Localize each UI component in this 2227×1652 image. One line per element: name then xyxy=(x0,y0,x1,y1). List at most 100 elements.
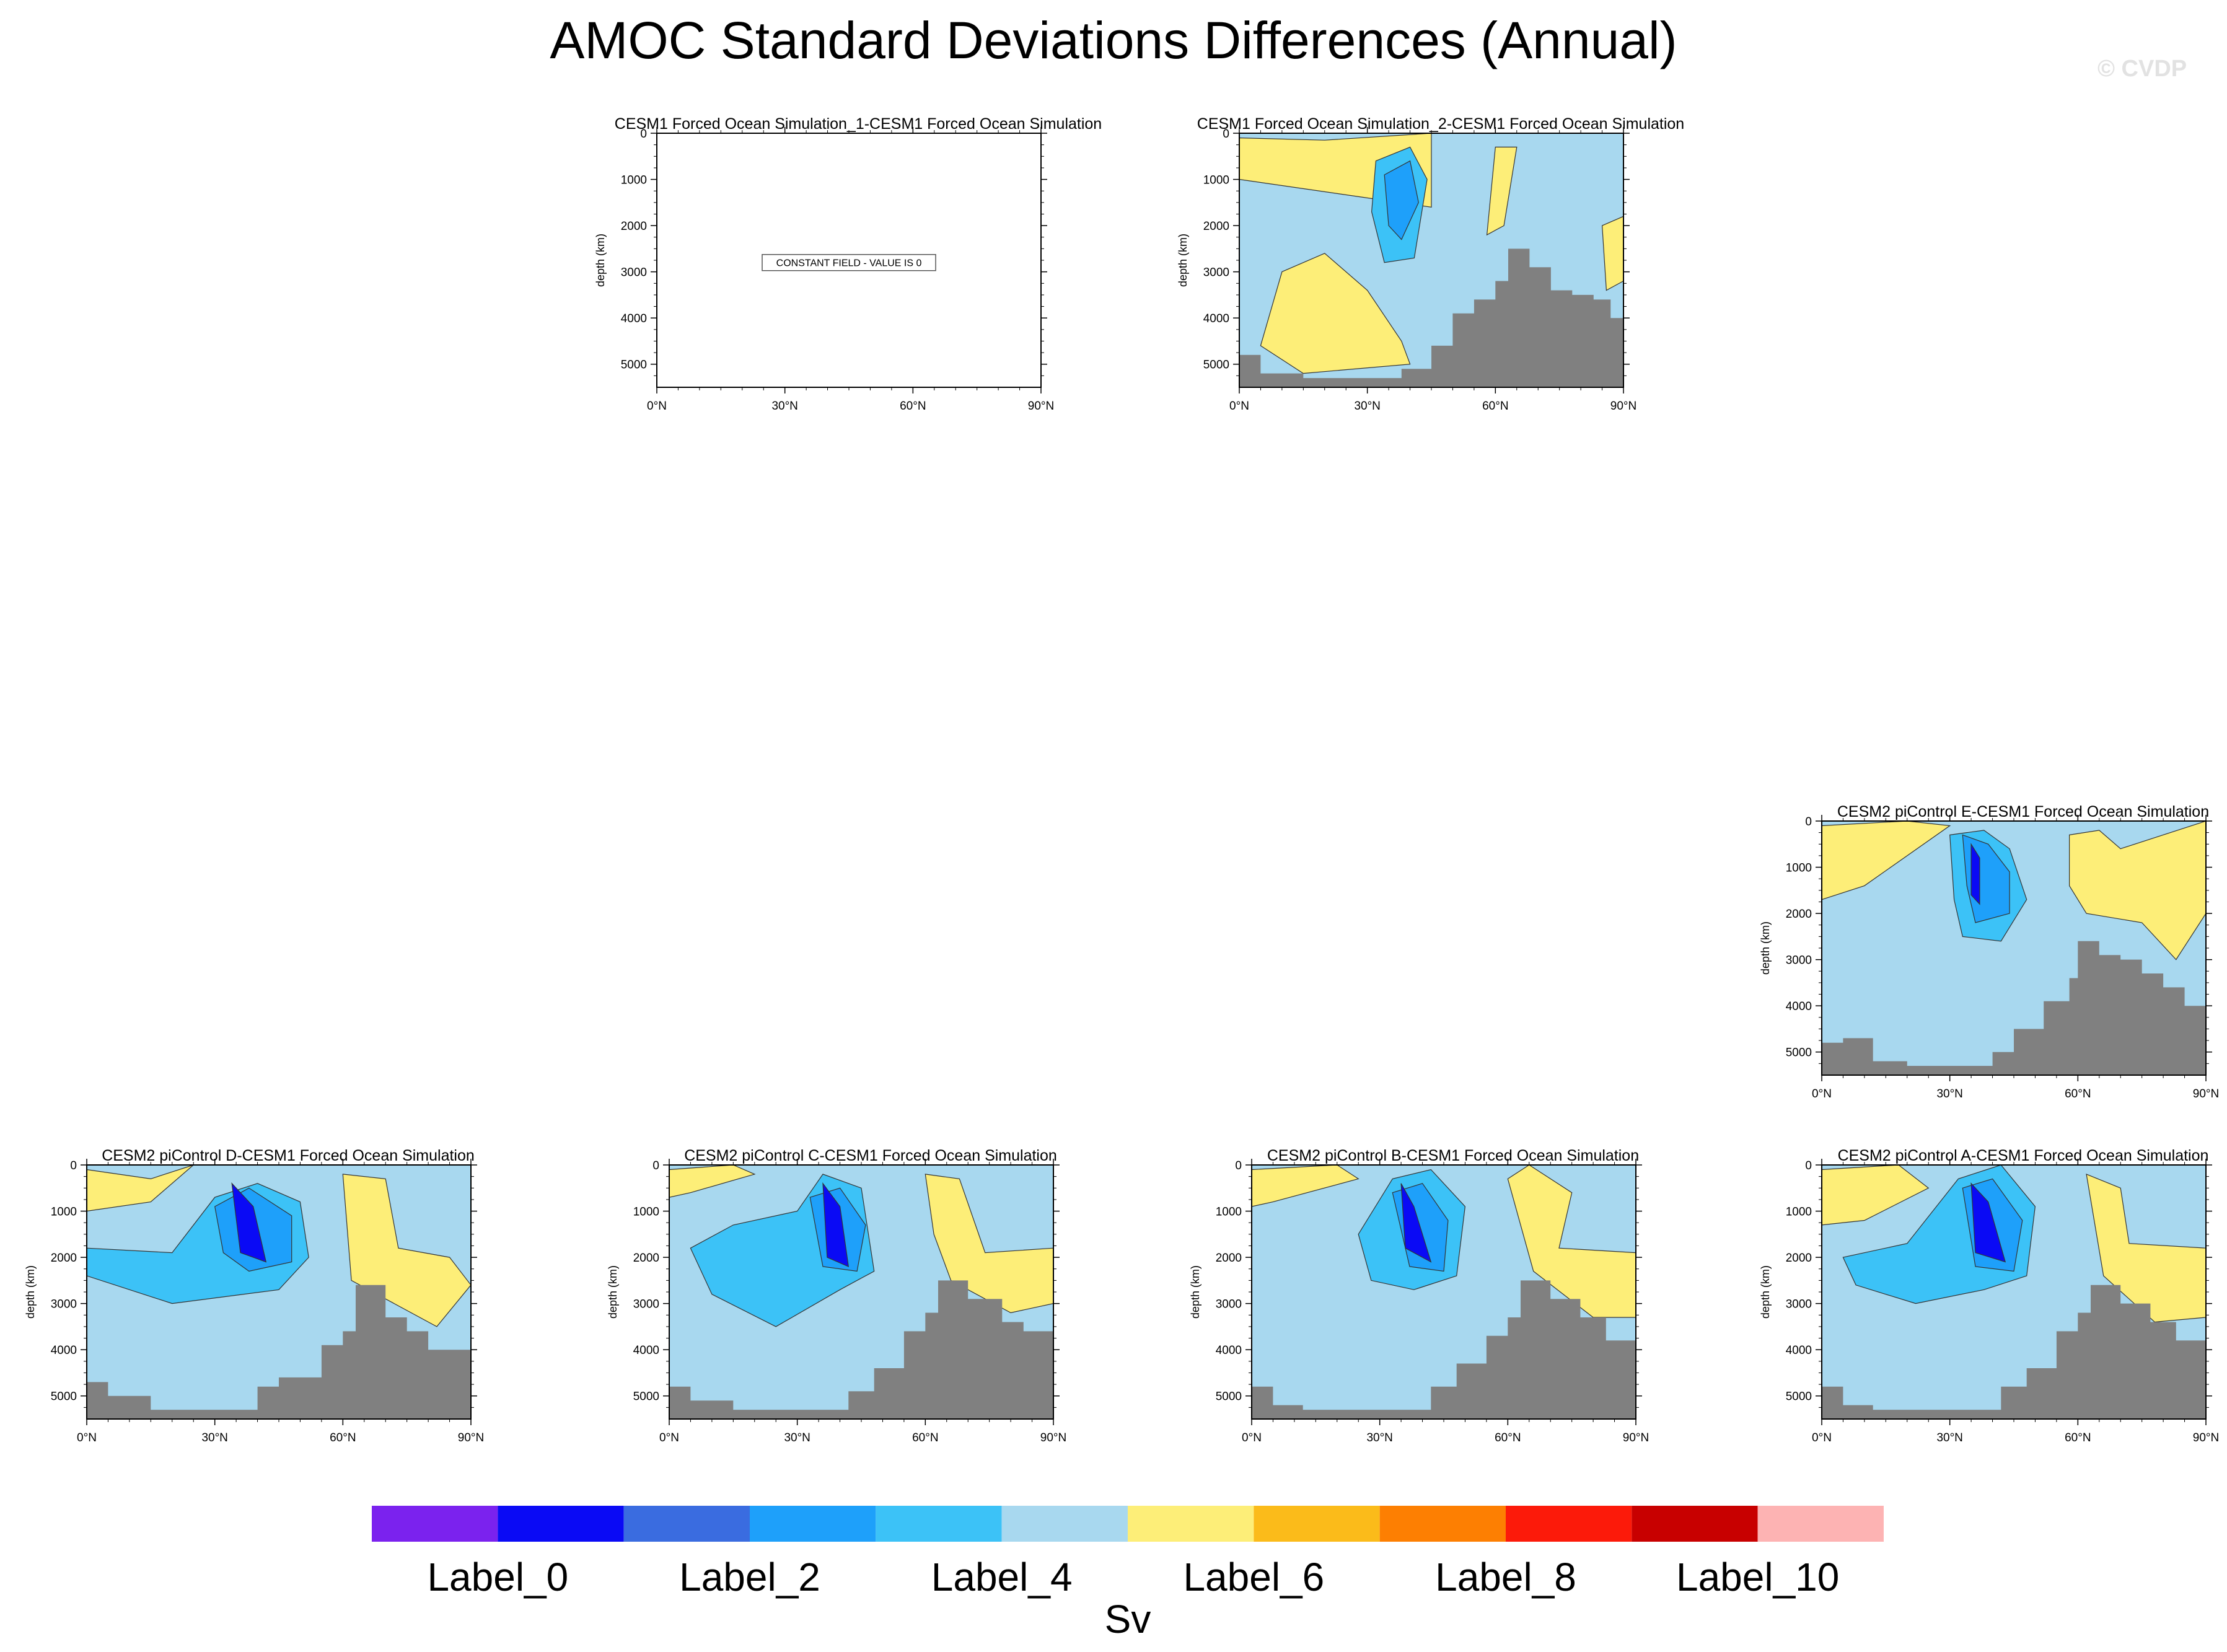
colorbar-label: Label_4 xyxy=(931,1555,1073,1599)
contour-region xyxy=(1822,1165,1930,1226)
y-tick-label: 1000 xyxy=(633,1206,659,1219)
x-tick-label: 60°N xyxy=(1482,400,1508,413)
y-tick-label: 1000 xyxy=(1786,862,1812,875)
contour-region xyxy=(1400,1183,1432,1263)
colorbar-swatch xyxy=(1128,1506,1254,1542)
x-tick-label: 90°N xyxy=(1040,1431,1066,1444)
panel-plot: 0 1000 2000 3000 4000 5000 0°N 30°N 60°N 90°N dept… xyxy=(1189,1159,1649,1444)
x-tick-label: 0°N xyxy=(659,1431,679,1444)
y-tick-label: 1000 xyxy=(1786,1206,1812,1219)
y-tick-label: 4000 xyxy=(1786,1344,1812,1357)
colorbar-swatch xyxy=(750,1506,876,1542)
y-tick-label: 5000 xyxy=(1203,359,1229,372)
x-tick-label: 0°N xyxy=(1229,400,1249,413)
colorbar: Label_0 Label_2 Label_4 Label_6 Label_8 Label… xyxy=(372,1506,1884,1642)
colorbar-swatch xyxy=(498,1506,624,1542)
y-tick-label: 2000 xyxy=(621,220,647,233)
y-tick-label: 1000 xyxy=(1216,1206,1242,1219)
y-tick-label: 1000 xyxy=(621,174,647,187)
colorbar-swatch xyxy=(1506,1506,1632,1542)
y-tick-label: 5000 xyxy=(1786,1391,1812,1404)
y-axis-label: depth (km) xyxy=(1759,921,1772,975)
panel-p1: CESM1 Forced Ocean Simulation_1-CESM1 Fo… xyxy=(570,115,1146,437)
y-tick-label: 3000 xyxy=(51,1298,77,1311)
x-tick-label: 30°N xyxy=(771,400,797,413)
colorbar-swatch xyxy=(876,1506,1002,1542)
colorbar-label: Label_6 xyxy=(1183,1555,1325,1599)
y-axis-label: depth (km) xyxy=(594,234,607,287)
bathymetry-mask xyxy=(1239,248,1623,387)
y-tick-label: 0 xyxy=(70,1159,77,1172)
contour-region xyxy=(1507,1165,1636,1318)
panel-p6: CESM2 piControl B-CESM1 Forced Ocean Sim… xyxy=(1165,1146,1741,1469)
x-tick-label: 30°N xyxy=(1936,1087,1962,1101)
y-tick-label: 0 xyxy=(1235,1159,1242,1172)
y-tick-label: 5000 xyxy=(1216,1391,1242,1404)
colorbar-swatch xyxy=(1001,1506,1128,1542)
x-tick-label: 30°N xyxy=(1354,400,1380,413)
panel-title: CESM1 Forced Ocean Simulation_1-CESM1 Fo… xyxy=(614,115,1102,133)
y-tick-label: 2000 xyxy=(51,1252,77,1265)
bathymetry-mask xyxy=(1252,1280,1636,1419)
colorbar-title: Sv xyxy=(1104,1597,1151,1641)
x-tick-label: 60°N xyxy=(330,1431,356,1444)
panel-plot: 0 1000 2000 3000 4000 5000 0°N 30°N 60°N 90°N dept… xyxy=(607,1159,1066,1444)
x-tick-label: 90°N xyxy=(1623,1431,1649,1444)
contour-region xyxy=(1384,160,1419,240)
panel-title: CESM2 piControl A-CESM1 Forced Ocean Sim… xyxy=(1837,1147,2209,1164)
panel-title: CESM1 Forced Ocean Simulation_2-CESM1 Fo… xyxy=(1197,115,1685,133)
y-axis-label: depth (km) xyxy=(24,1265,37,1319)
panel-p5: CESM2 piControl C-CESM1 Forced Ocean Sim… xyxy=(582,1146,1159,1469)
y-tick-label: 2000 xyxy=(1786,908,1812,921)
x-tick-label: 30°N xyxy=(1366,1431,1392,1444)
panel-title: CESM2 piControl B-CESM1 Forced Ocean Sim… xyxy=(1267,1147,1640,1164)
contour-region xyxy=(1486,146,1518,236)
y-tick-label: 2000 xyxy=(1786,1252,1812,1265)
y-tick-label: 0 xyxy=(652,1159,659,1172)
contour-region xyxy=(669,1165,756,1198)
colorbar-swatches xyxy=(372,1506,1884,1542)
y-tick-label: 3000 xyxy=(1786,1298,1812,1311)
x-tick-label: 0°N xyxy=(1242,1431,1262,1444)
contour-region xyxy=(1601,216,1623,291)
x-tick-label: 30°N xyxy=(1936,1431,1962,1444)
x-tick-label: 0°N xyxy=(647,400,667,413)
panel-p4: CESM2 piControl D-CESM1 Forced Ocean Sim… xyxy=(0,1146,576,1469)
contour-region xyxy=(1970,1182,2006,1263)
x-tick-label: 90°N xyxy=(2193,1087,2219,1101)
x-tick-label: 30°N xyxy=(784,1431,810,1444)
x-tick-label: 60°N xyxy=(2065,1087,2091,1101)
y-tick-label: 2000 xyxy=(633,1252,659,1265)
x-tick-label: 0°N xyxy=(1812,1087,1832,1101)
contour-region xyxy=(925,1174,1053,1314)
x-tick-label: 90°N xyxy=(1610,400,1636,413)
colorbar-swatch xyxy=(1379,1506,1506,1542)
panel-title: CESM2 piControl D-CESM1 Forced Ocean Sim… xyxy=(102,1147,475,1164)
y-tick-label: 3000 xyxy=(1203,266,1229,279)
colorbar-label: Label_2 xyxy=(679,1555,820,1599)
y-tick-label: 3000 xyxy=(621,266,647,279)
y-tick-label: 4000 xyxy=(1203,312,1229,325)
colorbar-swatch xyxy=(372,1506,498,1542)
bathymetry-mask xyxy=(669,1280,1053,1419)
contour-region xyxy=(87,1165,194,1212)
x-tick-label: 0°N xyxy=(77,1431,97,1444)
contour-region xyxy=(2068,821,2206,960)
colorbar-swatch xyxy=(623,1506,750,1542)
y-tick-label: 3000 xyxy=(1216,1298,1242,1311)
y-tick-label: 5000 xyxy=(633,1391,659,1404)
bathymetry-mask xyxy=(1822,1285,2206,1419)
y-tick-label: 0 xyxy=(1223,128,1229,141)
colorbar-swatch xyxy=(1632,1506,1758,1542)
contour-region xyxy=(822,1182,850,1267)
y-tick-label: 2000 xyxy=(1216,1252,1242,1265)
panel-plot: 0 1000 2000 3000 4000 5000 0°N 30°N 60°N 90°N dept… xyxy=(1177,127,1636,413)
x-tick-label: 90°N xyxy=(1028,400,1054,413)
y-tick-label: 3000 xyxy=(1786,954,1812,967)
bathymetry-mask xyxy=(87,1285,471,1419)
y-tick-label: 4000 xyxy=(1786,1000,1812,1013)
y-tick-label: 4000 xyxy=(51,1344,77,1357)
y-tick-label: 1000 xyxy=(51,1206,77,1219)
colorbar-swatch xyxy=(1757,1506,1884,1542)
x-tick-label: 30°N xyxy=(201,1431,227,1444)
